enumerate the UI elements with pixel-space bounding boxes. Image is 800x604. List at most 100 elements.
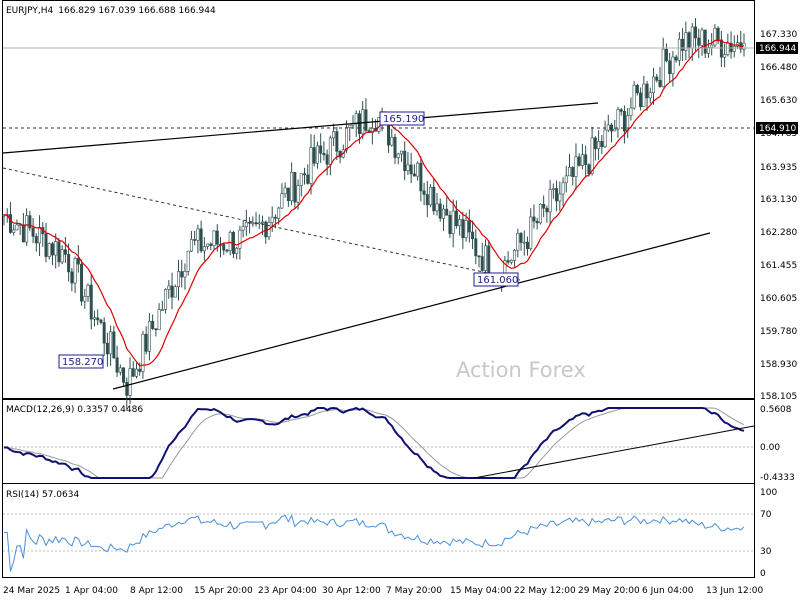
candle-body xyxy=(28,215,32,229)
candle-body xyxy=(726,42,730,55)
price-label-158930: 158.930 xyxy=(760,360,797,370)
candle-body xyxy=(12,229,16,233)
candle-body xyxy=(293,172,297,203)
candle-body xyxy=(60,249,64,263)
candle-body xyxy=(319,145,323,154)
candle-body xyxy=(477,255,481,258)
candle-body xyxy=(603,129,607,148)
level-price-badge: 164.910 xyxy=(756,122,798,134)
candle-body xyxy=(564,175,568,184)
candle-body xyxy=(445,208,449,216)
dotted-trendline xyxy=(2,167,521,281)
candle-body xyxy=(590,137,594,174)
candle-body xyxy=(76,258,80,265)
candle-body xyxy=(193,239,197,241)
candle-body xyxy=(561,182,565,195)
candle-body xyxy=(325,154,329,165)
candle-body xyxy=(732,46,736,52)
candle-body xyxy=(183,271,187,278)
annotation-high-label: 165.190 xyxy=(383,114,424,125)
candle-body xyxy=(412,173,416,177)
candle-body xyxy=(144,333,148,352)
candle-body xyxy=(303,173,307,176)
candle-body xyxy=(677,38,681,61)
candle-body xyxy=(357,113,361,135)
macd-label-zero: 0.00 xyxy=(760,443,780,453)
candle-body xyxy=(655,76,659,81)
price-label-161455: 161.455 xyxy=(760,261,797,271)
candle-body xyxy=(290,172,294,202)
candle-body xyxy=(716,27,720,41)
candle-body xyxy=(454,210,458,227)
candle-body xyxy=(115,357,119,373)
time-label: 22 May 12:00 xyxy=(514,586,576,596)
candle-body xyxy=(506,260,510,263)
rsi-line xyxy=(4,514,745,572)
time-label: 1 Apr 04:00 xyxy=(65,586,118,596)
candle-body xyxy=(471,231,475,240)
candle-body xyxy=(519,232,523,243)
candle-body xyxy=(613,128,617,132)
price-label-163130: 163.130 xyxy=(760,195,797,205)
rsi-panel-frame xyxy=(2,483,755,578)
rsi-label-0: 0 xyxy=(760,569,766,579)
candle-body xyxy=(57,241,61,263)
candle-body xyxy=(513,250,517,261)
candle-body xyxy=(345,127,349,151)
candle-body xyxy=(370,127,374,133)
candle-body xyxy=(584,154,588,165)
candle-body xyxy=(283,187,287,195)
candle-body xyxy=(70,271,74,284)
candle-body xyxy=(196,228,200,241)
candle-body xyxy=(251,222,255,225)
macd-signal-series xyxy=(4,407,745,479)
candle-body xyxy=(622,111,626,132)
candle-body xyxy=(235,247,239,254)
rsi-label-70: 70 xyxy=(760,510,772,520)
candle-body xyxy=(577,156,581,166)
candle-body xyxy=(461,219,465,238)
chart-title: EURJPY,H4 166.829 167.039 166.688 166.944 xyxy=(6,6,216,16)
candle-body xyxy=(558,193,562,202)
candle-body xyxy=(451,210,455,234)
candle-body xyxy=(529,216,533,250)
price-label-165630: 165.630 xyxy=(760,96,797,106)
candle-body xyxy=(639,92,643,108)
candle-body xyxy=(416,162,420,177)
candle-body xyxy=(480,256,484,271)
candle-body xyxy=(422,190,426,195)
candle-body xyxy=(597,141,601,150)
candle-body xyxy=(616,109,620,130)
candle-body xyxy=(645,83,649,99)
candle-body xyxy=(170,285,174,298)
candle-body xyxy=(315,145,319,164)
candle-body xyxy=(238,229,242,249)
candle-body xyxy=(438,203,442,219)
macd-trendline xyxy=(473,425,755,479)
macd-label-bottom: -0.4333 xyxy=(760,473,795,483)
candle-body xyxy=(138,368,142,372)
candle-body xyxy=(335,131,339,152)
time-label: 30 Apr 12:00 xyxy=(322,586,381,596)
candle-body xyxy=(361,109,365,135)
candle-body xyxy=(273,216,277,219)
time-label: 29 May 20:00 xyxy=(578,586,640,596)
candle-body xyxy=(525,241,529,250)
candle-body xyxy=(600,141,604,148)
time-label: 6 Jun 04:00 xyxy=(642,586,694,596)
candle-body xyxy=(587,164,591,174)
candle-body xyxy=(264,221,268,238)
rsi-series xyxy=(4,514,745,572)
price-axis: 167.330 166.480 165.630 164.785 163.935 … xyxy=(760,30,797,402)
candle-body xyxy=(21,224,25,243)
candle-body xyxy=(710,44,714,48)
price-label-163935: 163.935 xyxy=(760,163,797,173)
macd-signal-line xyxy=(4,407,745,479)
candle-body xyxy=(102,322,106,344)
candle-body xyxy=(700,29,704,46)
candle-body xyxy=(403,150,407,172)
annotation-mid-low-label: 161.060 xyxy=(477,275,518,286)
candle-body xyxy=(322,152,326,156)
candle-body xyxy=(571,167,575,177)
